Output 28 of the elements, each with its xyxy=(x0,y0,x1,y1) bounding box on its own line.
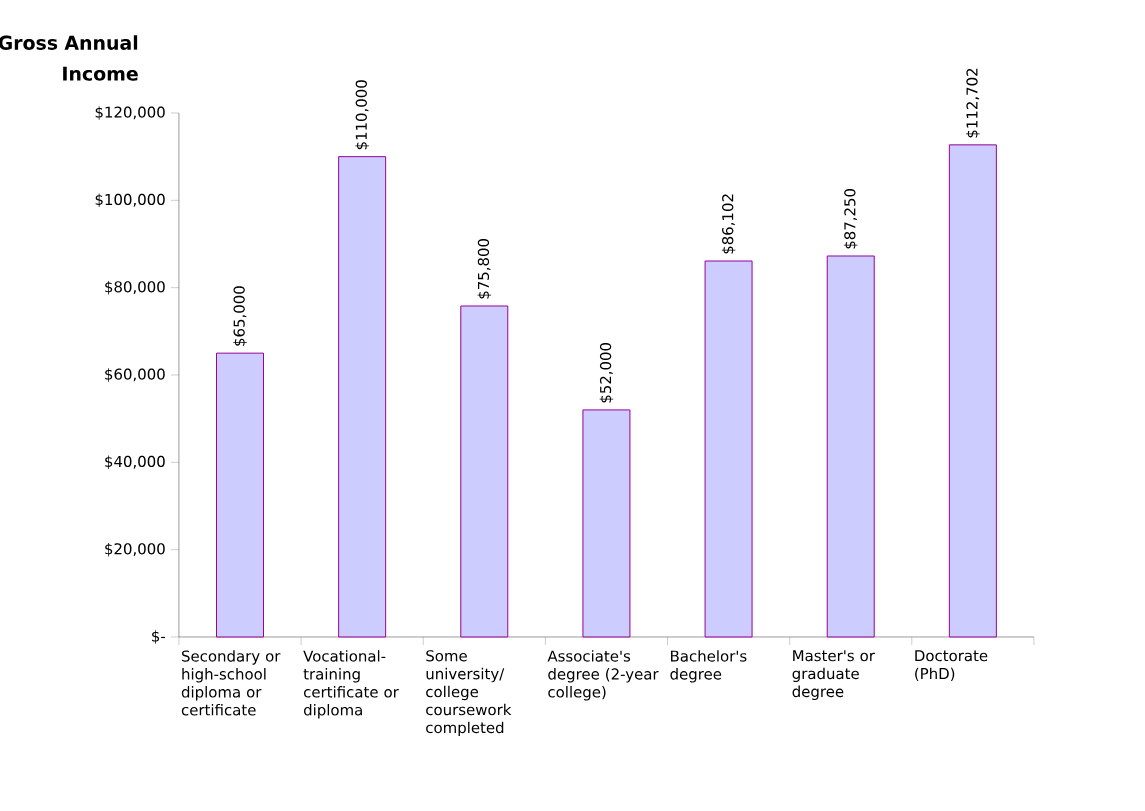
bar xyxy=(704,260,753,638)
y-tick-label: $100,000 xyxy=(95,193,165,208)
data-label: $52,000 xyxy=(599,342,614,403)
y-tick-label: $- xyxy=(152,630,166,644)
y-tick-label: $40,000 xyxy=(105,455,165,470)
data-label: $87,250 xyxy=(843,189,858,249)
data-label: $65,000 xyxy=(233,286,247,346)
y-tick-label: $60,000 xyxy=(105,368,165,382)
x-tick-label: Bachelor's degree xyxy=(670,650,747,683)
x-tick-label: Master's or graduate degree xyxy=(792,650,875,701)
bar xyxy=(826,255,875,638)
x-tick-label: Doctorate (PhD) xyxy=(915,650,988,681)
y-tick-label: $80,000 xyxy=(105,280,165,295)
bar xyxy=(948,144,997,638)
x-tick-label: Some university/ college coursework completed xyxy=(426,650,512,737)
data-label: $110,000 xyxy=(355,80,369,150)
bar xyxy=(216,352,265,638)
x-tick-label: Secondary or high-school diploma or certificate xyxy=(181,650,281,716)
data-label: $86,102 xyxy=(721,194,736,254)
y-tick-label: $20,000 xyxy=(105,542,165,557)
x-tick-label: Vocational-training certificate or diploma xyxy=(303,650,399,719)
data-label: $75,800 xyxy=(477,239,492,299)
bar xyxy=(338,156,387,638)
bar xyxy=(582,409,631,638)
data-label: $112,702 xyxy=(966,68,980,138)
y-tick-label: $120,000 xyxy=(95,106,165,120)
bar xyxy=(460,305,509,638)
x-tick-label: Associate's degree (2-year college) xyxy=(547,650,659,701)
